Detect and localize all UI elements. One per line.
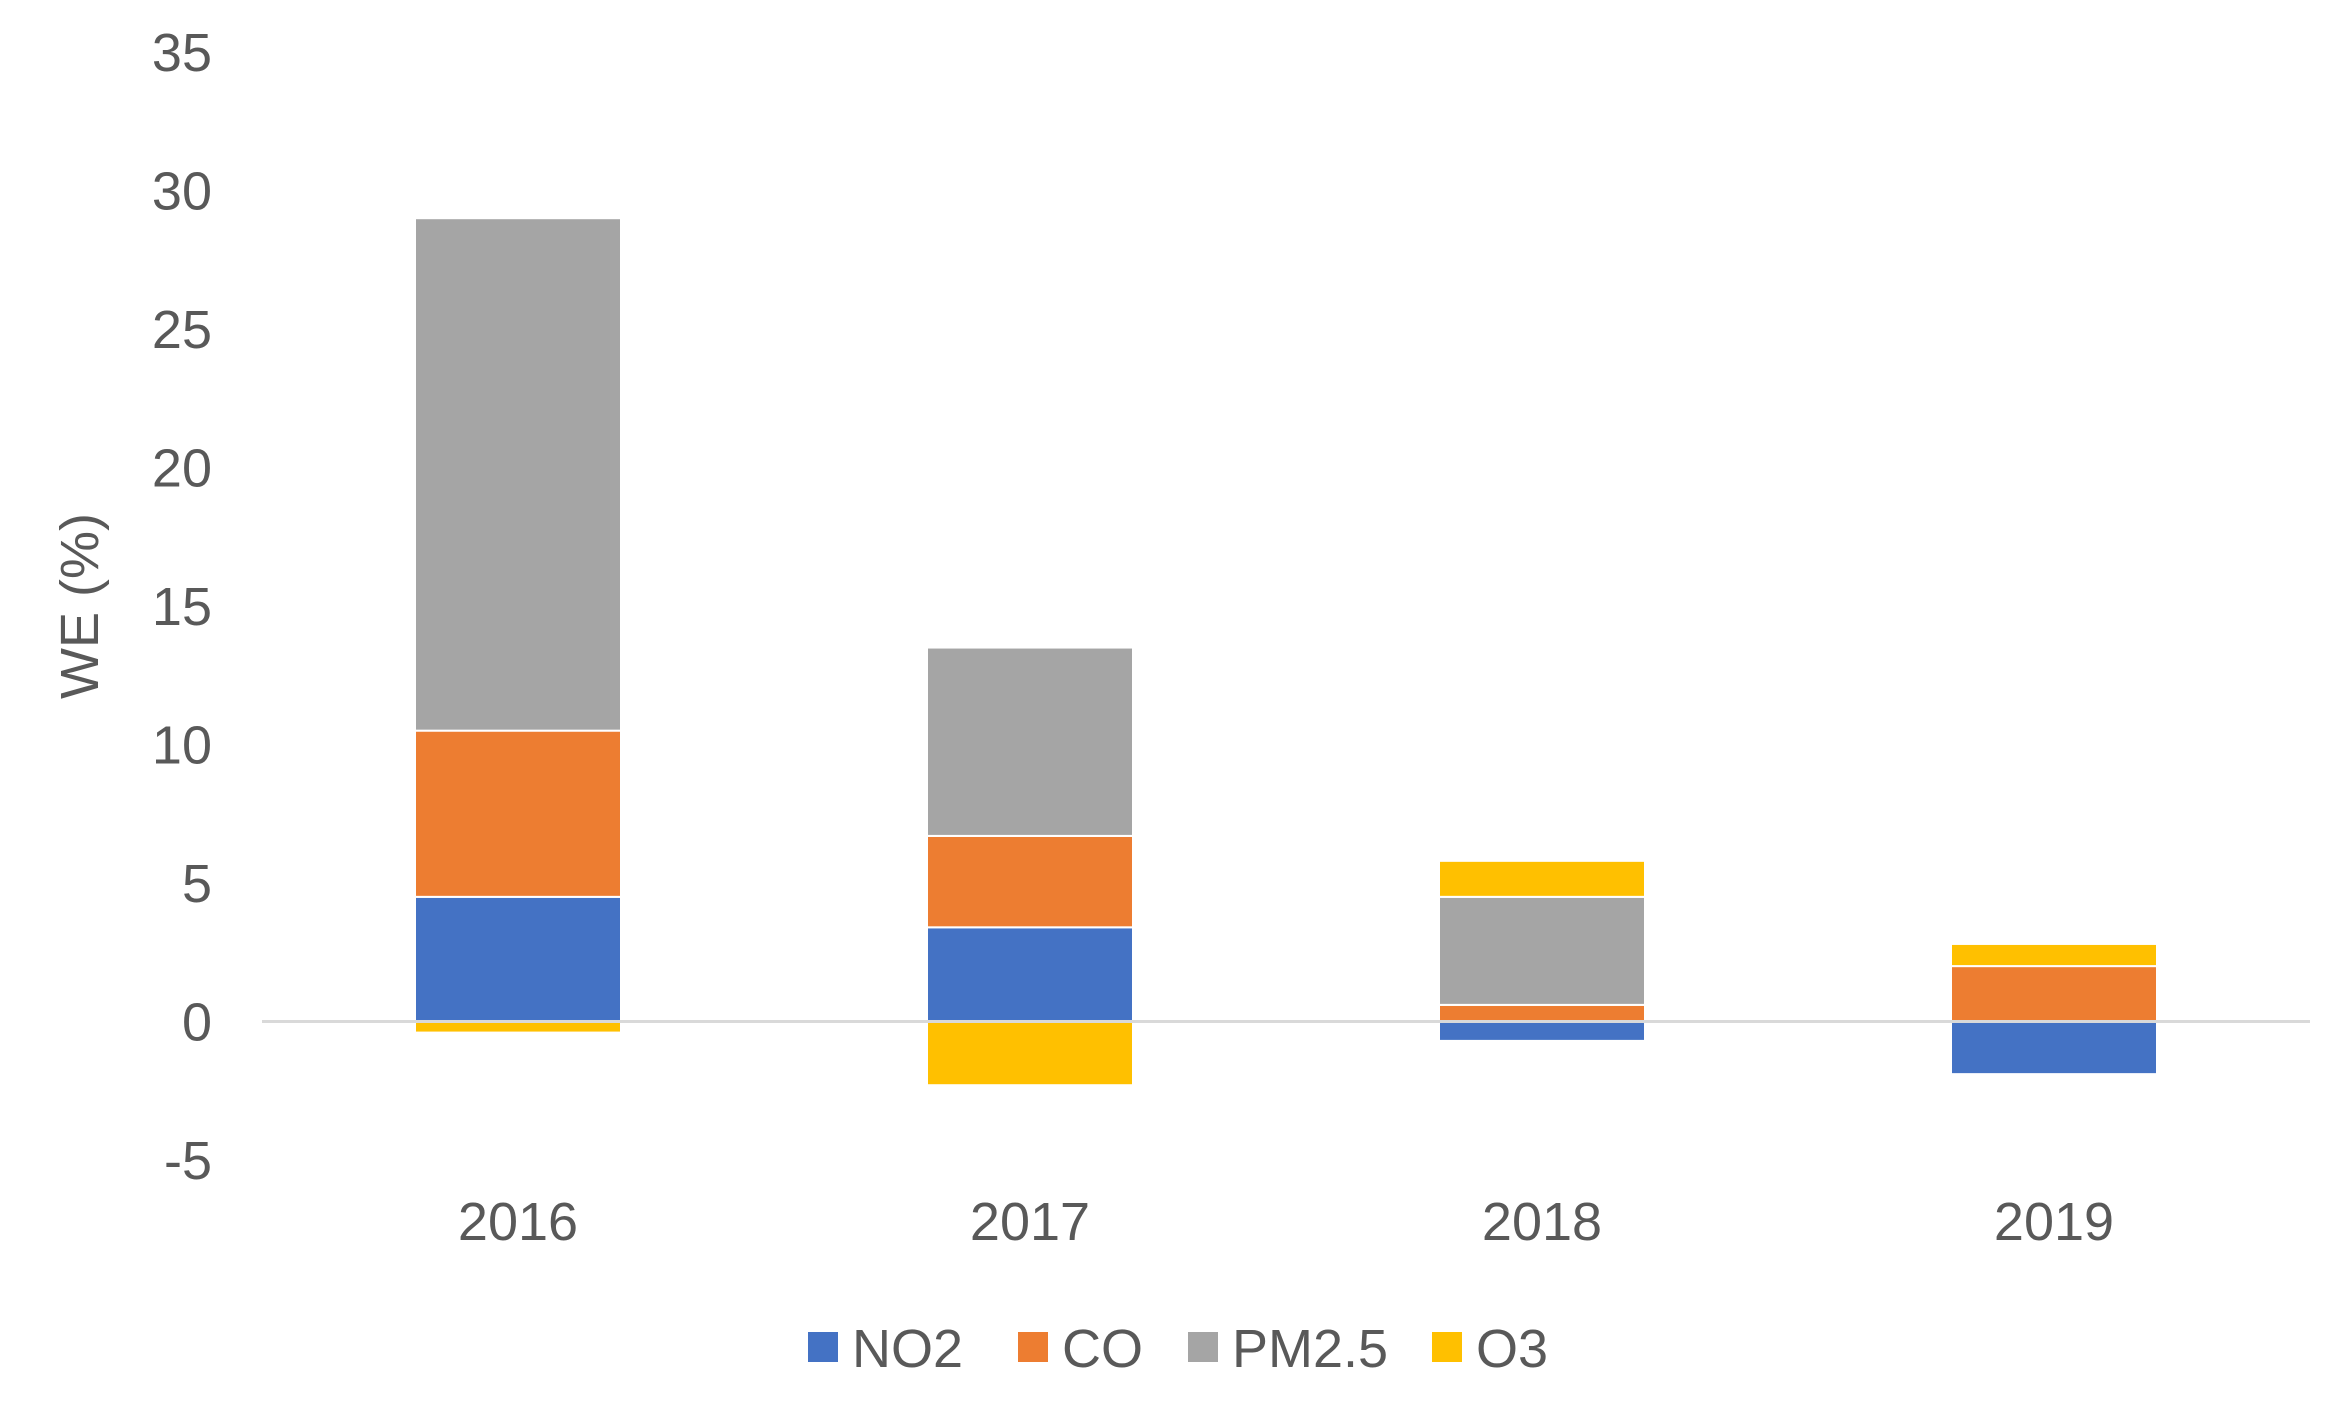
legend-swatch: [808, 1332, 838, 1362]
bar-segment: [1950, 942, 2158, 968]
y-tick-label: 25: [152, 300, 212, 360]
bar-segment: [414, 217, 622, 732]
bar-segment: [1950, 965, 2158, 1023]
legend-swatch: [1432, 1332, 1462, 1362]
x-tick-label: 2017: [970, 1192, 1090, 1252]
bar-segment: [1438, 895, 1646, 1006]
x-tick-label: 2016: [458, 1192, 578, 1252]
y-tick-label: -5: [164, 1131, 212, 1191]
x-tick-label: 2019: [1994, 1192, 2114, 1252]
bar-segment: [1438, 1003, 1646, 1023]
y-tick-label: 30: [152, 162, 212, 222]
bar-segment: [926, 646, 1134, 837]
legend-label: PM2.5: [1232, 1319, 1388, 1379]
bar-segment: [414, 1020, 622, 1034]
y-axis-label: WE (%): [50, 513, 110, 699]
y-tick-label: 5: [182, 854, 212, 914]
legend-label: CO: [1062, 1319, 1143, 1379]
bar-segment: [926, 834, 1134, 929]
legend-swatch: [1018, 1332, 1048, 1362]
bar-segment: [926, 926, 1134, 1023]
bar-segment: [1438, 1020, 1646, 1042]
legend-swatch: [1188, 1332, 1218, 1362]
x-axis-ticks: 2016 2017 2018 2019: [458, 1192, 2114, 1252]
x-tick-label: 2018: [1482, 1192, 1602, 1252]
legend: NO2 CO PM2.5 O3: [808, 1319, 1548, 1379]
y-axis-ticks: -5 0 5 10 15 20 25 30 35: [152, 23, 212, 1191]
y-tick-label: 10: [152, 716, 212, 776]
bars-group: [414, 217, 2158, 1087]
y-tick-label: 35: [152, 23, 212, 83]
y-tick-label: 15: [152, 577, 212, 637]
legend-label: NO2: [852, 1319, 963, 1379]
bar-segment: [926, 1020, 1134, 1087]
y-tick-label: 20: [152, 439, 212, 499]
bar-segment: [414, 729, 622, 898]
y-tick-label: 0: [182, 993, 212, 1053]
bar-segment: [1438, 859, 1646, 898]
legend-label: O3: [1476, 1319, 1548, 1379]
bar-segment: [1950, 1020, 2158, 1076]
bar-segment: [414, 895, 622, 1023]
